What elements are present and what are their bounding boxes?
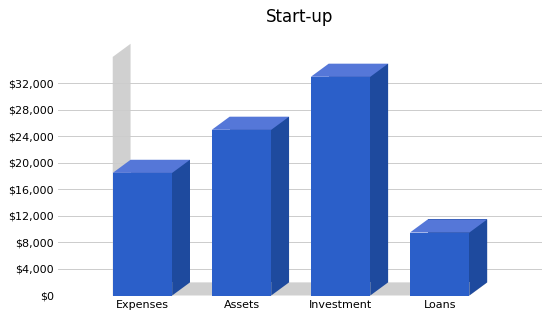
Polygon shape [469,219,487,295]
Polygon shape [212,130,271,295]
Polygon shape [212,117,289,130]
Polygon shape [113,160,190,173]
Title: Start-up: Start-up [266,8,334,26]
Polygon shape [428,219,487,282]
Polygon shape [311,64,388,77]
Polygon shape [212,282,289,295]
Polygon shape [370,64,388,295]
Polygon shape [113,282,487,295]
Polygon shape [113,282,190,295]
Polygon shape [113,173,172,295]
Polygon shape [230,117,289,282]
Polygon shape [130,160,190,282]
Polygon shape [113,44,130,295]
Polygon shape [311,77,370,295]
Polygon shape [410,219,487,232]
Polygon shape [329,64,388,282]
Polygon shape [410,282,487,295]
Polygon shape [311,282,388,295]
Polygon shape [271,117,289,295]
Polygon shape [410,232,469,295]
Polygon shape [172,160,190,295]
